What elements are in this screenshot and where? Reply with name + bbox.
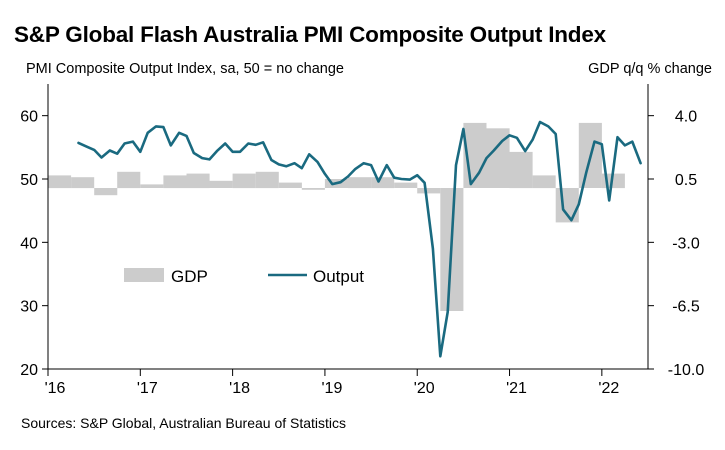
gdp-bar xyxy=(394,182,418,188)
x-tick-label: '18 xyxy=(229,380,250,397)
left-y-tick-label: 50 xyxy=(20,172,38,189)
source-note: Sources: S&P Global, Australian Bureau o… xyxy=(21,415,347,431)
right-y-tick-label: -10.0 xyxy=(668,362,705,379)
legend-gdp-swatch xyxy=(124,268,164,282)
gdp-bar xyxy=(94,188,118,196)
left-y-tick-label: 30 xyxy=(20,299,38,316)
gdp-bar xyxy=(278,182,302,188)
gdp-bar xyxy=(117,171,141,189)
x-tick-label: '16 xyxy=(45,380,66,397)
left-y-tick-label: 40 xyxy=(20,235,38,252)
right-axis-label: GDP q/q % change xyxy=(588,61,712,77)
x-tick-label: '17 xyxy=(137,380,158,397)
gdp-bar xyxy=(532,175,556,189)
gdp-bar xyxy=(509,151,533,189)
right-y-tick-label: 4.0 xyxy=(675,109,697,126)
x-tick-label: '19 xyxy=(321,380,342,397)
gdp-bar xyxy=(301,188,325,190)
gdp-bar xyxy=(48,175,72,189)
gdp-bar xyxy=(486,128,510,188)
legend-output-label: Output xyxy=(313,267,364,286)
gdp-bar xyxy=(371,177,395,189)
x-tick-label: '20 xyxy=(414,380,435,397)
right-y-tick-label: -3.0 xyxy=(672,235,700,252)
gdp-bar xyxy=(71,177,95,189)
gdp-bar xyxy=(417,188,441,194)
gdp-bar xyxy=(186,173,210,189)
gdp-bar xyxy=(255,171,279,189)
left-y-tick-label: 20 xyxy=(20,362,38,379)
left-axis-label: PMI Composite Output Index, sa, 50 = no … xyxy=(26,61,344,77)
chart-title: S&P Global Flash Australia PMI Composite… xyxy=(14,22,606,47)
x-tick-label: '21 xyxy=(506,380,527,397)
right-y-tick-label: -6.5 xyxy=(672,299,700,316)
x-tick-label: '22 xyxy=(598,380,619,397)
gdp-bar xyxy=(163,175,187,189)
output-line xyxy=(77,120,642,358)
left-y-tick-label: 60 xyxy=(20,109,38,126)
gdp-bar xyxy=(232,173,256,189)
gdp-bar xyxy=(348,177,372,189)
legend-gdp-label: GDP xyxy=(171,267,208,286)
gdp-bar xyxy=(140,184,164,188)
gdp-bar xyxy=(209,180,233,188)
right-y-tick-label: 0.5 xyxy=(675,172,697,189)
gdp-bar xyxy=(555,188,579,223)
